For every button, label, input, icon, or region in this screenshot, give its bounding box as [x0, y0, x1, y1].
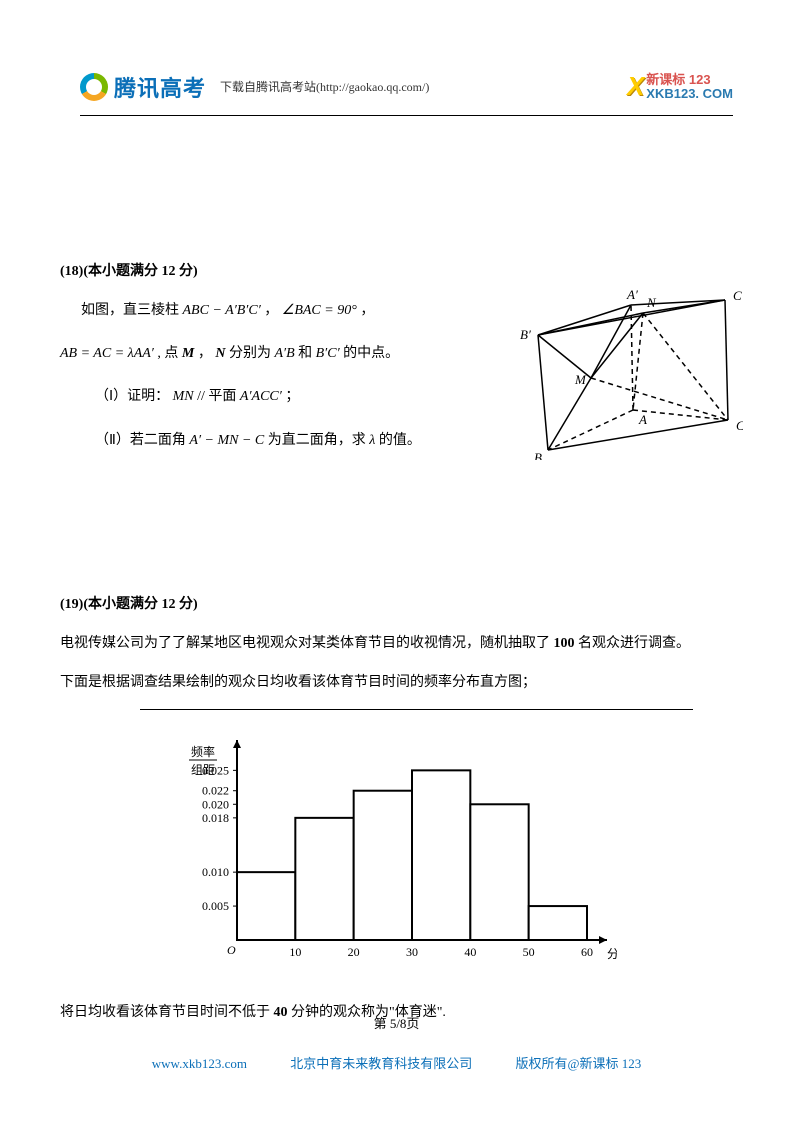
logo-right-line1: 新课标 123 — [646, 73, 733, 87]
svg-text:组距: 组距 — [190, 763, 214, 777]
svg-text:A: A — [638, 412, 647, 427]
footer-url: www.xkb123.com — [152, 1056, 247, 1071]
q19-line1: 电视传媒公司为了了解某地区电视观众对某类体育节目的收视情况，随机抽取了 100 … — [60, 631, 733, 656]
page-header: 腾讯高考 下载自腾讯高考站(http://gaokao.qq.com/) X 新… — [80, 66, 733, 116]
svg-text:0.018: 0.018 — [202, 811, 229, 825]
q19-heading: (19)(本小题满分 12 分) — [60, 593, 733, 613]
logo-right: X 新课标 123 XKB123. COM — [627, 71, 733, 102]
text: 电视传媒公司为了了解某地区电视观众对某类体育节目的收视情况，随机抽取了 — [60, 636, 554, 651]
svg-text:0.020: 0.020 — [202, 797, 229, 811]
text: 为直二面角，求 — [268, 433, 370, 448]
svg-text:0.022: 0.022 — [202, 784, 229, 798]
header-subtitle: 下载自腾讯高考站(http://gaokao.qq.com/) — [220, 78, 429, 95]
q18-line1: 如图，直三棱柱 ABC − A′B′C′ ， ∠BAC = 90° ， — [60, 298, 460, 323]
text: 如图，直三棱柱 — [81, 303, 183, 318]
text: （Ⅰ）证明： — [95, 389, 169, 404]
logo-right-line2: XKB123. COM — [646, 87, 733, 101]
svg-text:A′: A′ — [626, 287, 638, 302]
tencent-logo-icon — [80, 73, 108, 101]
question-18: (18)(本小题满分 12 分) 如图，直三棱柱 ABC − A′B′C′ ， … — [60, 260, 733, 453]
math: A′ − MN − C — [189, 433, 264, 448]
question-19: (19)(本小题满分 12 分) 电视传媒公司为了了解某地区电视观众对某类体育节… — [60, 593, 733, 1026]
text: （Ⅱ）若二面角 — [95, 433, 189, 448]
svg-text:60: 60 — [581, 945, 593, 959]
logo-left: 腾讯高考 — [80, 71, 206, 103]
svg-text:20: 20 — [347, 945, 359, 959]
footer-company: 北京中育未来教育科技有限公司 — [290, 1056, 472, 1071]
svg-text:O: O — [227, 943, 236, 957]
svg-text:0.005: 0.005 — [202, 899, 229, 913]
svg-text:C′: C′ — [733, 288, 743, 303]
math: λ — [369, 433, 375, 448]
math: M — [182, 346, 194, 361]
math: N — [215, 346, 225, 361]
logo-text: 腾讯高考 — [114, 71, 206, 103]
svg-text:N: N — [646, 295, 657, 310]
q18-heading: (18)(本小题满分 12 分) — [60, 260, 733, 280]
text: 名观众进行调查。 — [578, 636, 690, 651]
math: ABC − A′B′C′ — [183, 303, 261, 318]
text: ； — [285, 389, 299, 404]
q19-line2: 下面是根据调查结果绘制的观众日均收看该体育节目时间的频率分布直方图； — [60, 670, 733, 695]
math: AB = AC = λAA′ — [60, 346, 154, 361]
text: ， — [198, 346, 212, 361]
text: ， — [264, 303, 278, 318]
footer-copyright: 版权所有@新课标 123 — [515, 1056, 641, 1071]
page-number: 第 5/8页 — [0, 1013, 793, 1032]
svg-text:30: 30 — [406, 945, 418, 959]
svg-text:频率: 频率 — [190, 744, 214, 759]
math: B′C′ — [316, 346, 340, 361]
page-content: (18)(本小题满分 12 分) 如图，直三棱柱 ABC − A′B′C′ ， … — [60, 260, 733, 1095]
svg-text:B′: B′ — [520, 327, 531, 342]
divider — [140, 709, 693, 710]
prism-diagram: A B C A′ B′ C′ M N — [513, 280, 743, 460]
text: 的值。 — [379, 433, 421, 448]
text: 和 — [298, 346, 316, 361]
histogram-chart: 0.0050.0100.0180.0200.0220.0251020304050… — [177, 730, 617, 970]
svg-text:40: 40 — [464, 945, 476, 959]
text: , 点 — [157, 346, 182, 361]
svg-text:分钟: 分钟 — [607, 946, 617, 961]
svg-text:C: C — [736, 418, 743, 433]
text: 的中点。 — [343, 346, 399, 361]
text: // 平面 — [197, 389, 240, 404]
page-footer: www.xkb123.com 北京中育未来教育科技有限公司 版权所有@新课标 1… — [0, 1053, 793, 1072]
text: ， — [360, 303, 374, 318]
svg-text:50: 50 — [522, 945, 534, 959]
math: A′B — [274, 346, 294, 361]
svg-text:10: 10 — [289, 945, 301, 959]
svg-text:B: B — [534, 450, 542, 460]
math: A′ACC′ — [240, 389, 282, 404]
text: 分别为 — [229, 346, 275, 361]
number: 100 — [554, 636, 575, 651]
math: ∠BAC = 90° — [282, 303, 357, 318]
logo-x-icon: X — [627, 71, 644, 102]
math: MN — [173, 389, 194, 404]
svg-text:M: M — [574, 372, 587, 387]
svg-text:0.010: 0.010 — [202, 865, 229, 879]
q18-line2: AB = AC = λAA′ , 点 M ， N 分别为 A′B 和 B′C′ … — [60, 341, 480, 366]
